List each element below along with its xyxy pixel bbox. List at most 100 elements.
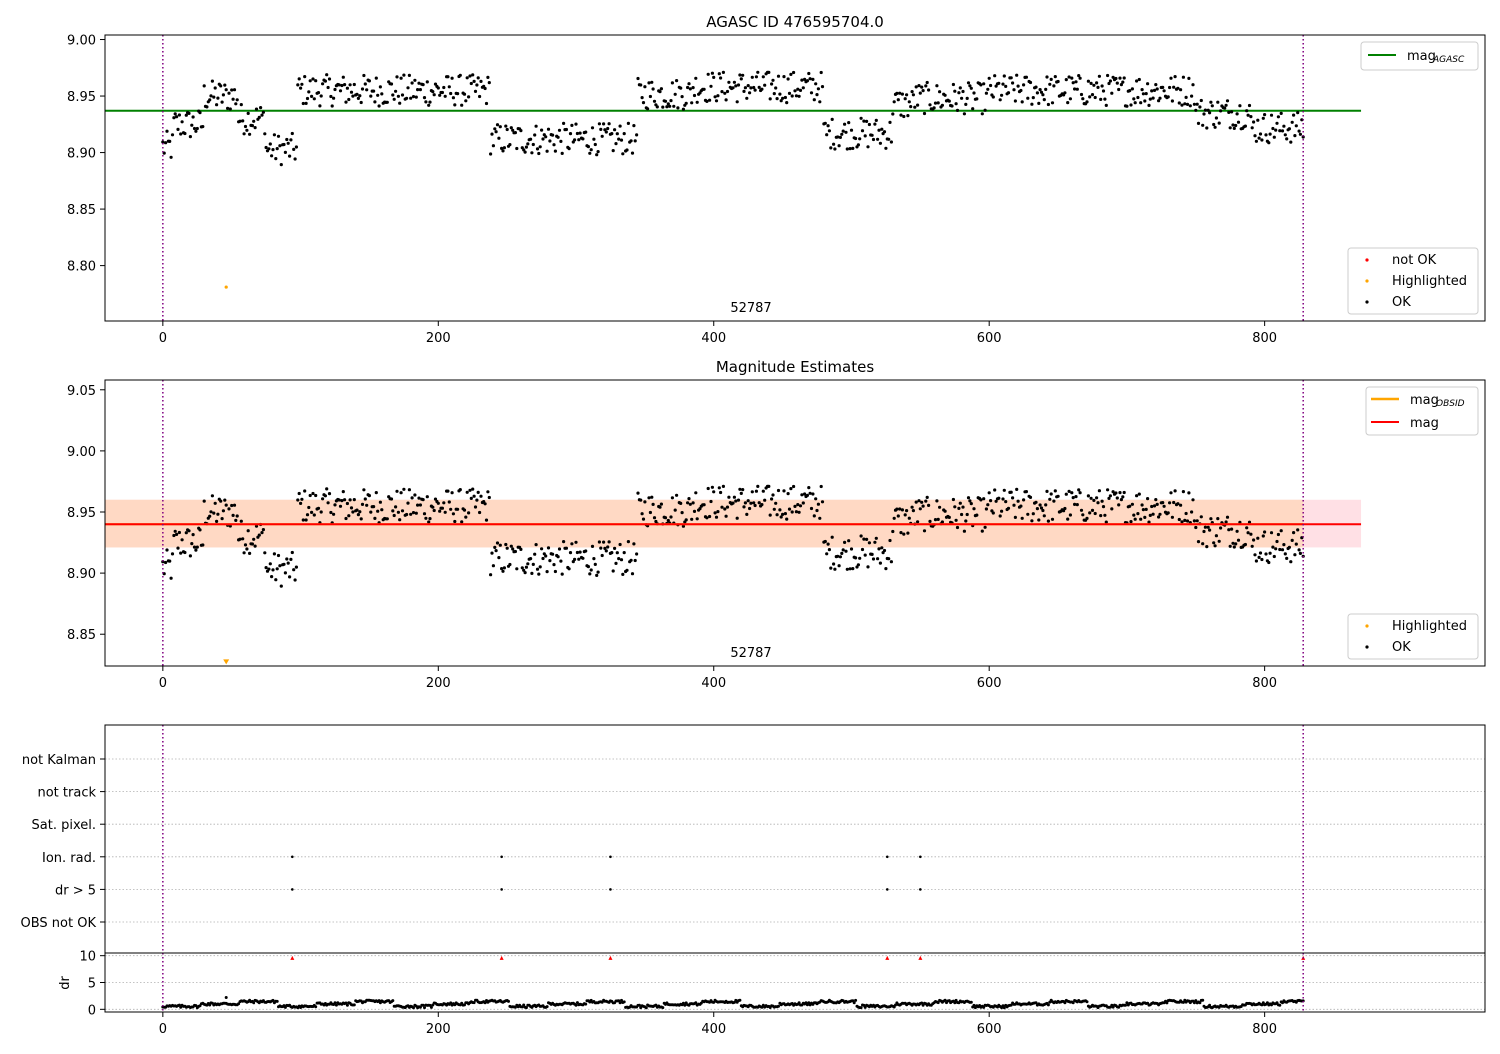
estimates-point <box>486 490 490 494</box>
agasc-point <box>603 128 607 132</box>
estimates-point <box>1292 531 1296 535</box>
agasc-point <box>323 79 327 83</box>
estimates-point <box>264 566 268 570</box>
agasc-point <box>1235 112 1239 116</box>
agasc-point <box>599 127 603 131</box>
dr-point <box>483 1001 487 1005</box>
agasc-point <box>688 87 692 91</box>
estimates-point <box>179 551 183 555</box>
agasc-point <box>1185 102 1190 106</box>
agasc-point <box>210 79 214 83</box>
agasc-point <box>509 126 513 130</box>
agasc-point <box>706 72 710 76</box>
estimates-point <box>1253 553 1257 557</box>
agasc-point <box>652 99 657 103</box>
estimates-point <box>1044 503 1048 507</box>
agasc-point <box>820 85 825 89</box>
estimates-point <box>292 568 296 572</box>
estimates-point <box>352 498 356 502</box>
agasc-point <box>618 124 622 128</box>
estimates-point <box>498 543 502 547</box>
agasc-point <box>169 155 173 159</box>
agasc-point <box>1209 100 1213 104</box>
estimates-point <box>1190 510 1194 514</box>
agasc-point <box>1217 121 1221 125</box>
agasc-point <box>1119 83 1123 87</box>
agasc-point <box>1024 75 1028 79</box>
agasc-point <box>288 154 292 158</box>
agasc-point <box>786 77 790 81</box>
estimates-point <box>713 511 717 515</box>
dr-point <box>943 998 947 1002</box>
estimates-point <box>1001 497 1005 501</box>
estimates-point <box>417 496 421 500</box>
estimates-point <box>905 509 909 513</box>
dr-point <box>1085 1000 1089 1004</box>
estimates-point <box>781 512 785 517</box>
agasc-point <box>241 119 245 123</box>
estimates-point <box>1196 540 1201 544</box>
agasc-point <box>226 106 230 110</box>
agasc-point <box>826 124 830 128</box>
estimates-point <box>648 510 653 515</box>
agasc-point <box>1232 126 1236 130</box>
estimates-point <box>771 493 775 497</box>
estimates-point <box>1172 500 1176 505</box>
agasc-legend-status: not OK Highlighted OK <box>1347 247 1479 315</box>
estimates-point <box>1201 542 1205 546</box>
agasc-point <box>717 72 721 76</box>
estimates-point <box>702 503 706 507</box>
agasc-point <box>739 77 743 81</box>
agasc-point <box>1100 84 1104 88</box>
estimates-point <box>636 491 640 495</box>
estimates-point <box>694 491 698 495</box>
agasc-point <box>358 94 362 98</box>
estimates-point <box>1206 525 1210 529</box>
estimates-point <box>979 498 983 502</box>
agasc-point <box>650 80 654 84</box>
flags-point <box>919 855 922 859</box>
agasc-point <box>614 142 618 146</box>
agasc-point <box>713 95 717 99</box>
agasc-point <box>524 145 529 149</box>
estimates-point <box>936 517 940 522</box>
agasc-point <box>330 104 334 108</box>
estimates-point <box>823 539 827 544</box>
estimates-point <box>1074 495 1078 499</box>
flags-category-label: not track <box>37 786 96 801</box>
estimates-point <box>1066 517 1070 521</box>
agasc-point <box>252 119 256 123</box>
estimates-point <box>1155 502 1159 506</box>
estimates-point <box>246 529 250 533</box>
estimates-point <box>1162 504 1166 508</box>
estimates-point <box>779 515 783 519</box>
estimates-point <box>473 505 478 509</box>
agasc-point <box>932 106 936 110</box>
estimates-point <box>727 495 731 499</box>
agasc-point <box>414 95 418 99</box>
estimates-point <box>709 499 713 504</box>
agasc-point <box>1213 125 1217 129</box>
estimates-point <box>192 545 197 549</box>
agasc-point <box>467 95 471 99</box>
agasc-highlighted-point <box>224 285 228 289</box>
estimates-point <box>617 557 621 561</box>
agasc-point <box>811 77 815 81</box>
agasc-point <box>416 88 420 92</box>
agasc-point <box>465 76 469 80</box>
estimates-point <box>1219 526 1223 530</box>
agasc-point <box>544 135 548 139</box>
agasc-point <box>1223 106 1227 110</box>
estimates-point <box>531 562 535 567</box>
agasc-point <box>1201 123 1205 127</box>
agasc-point <box>257 115 261 119</box>
agasc-point <box>625 148 629 152</box>
agasc-point <box>1073 87 1077 91</box>
estimates-legend-mag: mag OBSID mag <box>1365 386 1479 436</box>
agasc-point <box>964 102 968 106</box>
estimates-point <box>227 507 231 511</box>
estimates-point <box>562 540 566 544</box>
estimates-point <box>786 492 790 496</box>
agasc-point <box>1231 123 1235 127</box>
agasc-point <box>736 83 741 87</box>
